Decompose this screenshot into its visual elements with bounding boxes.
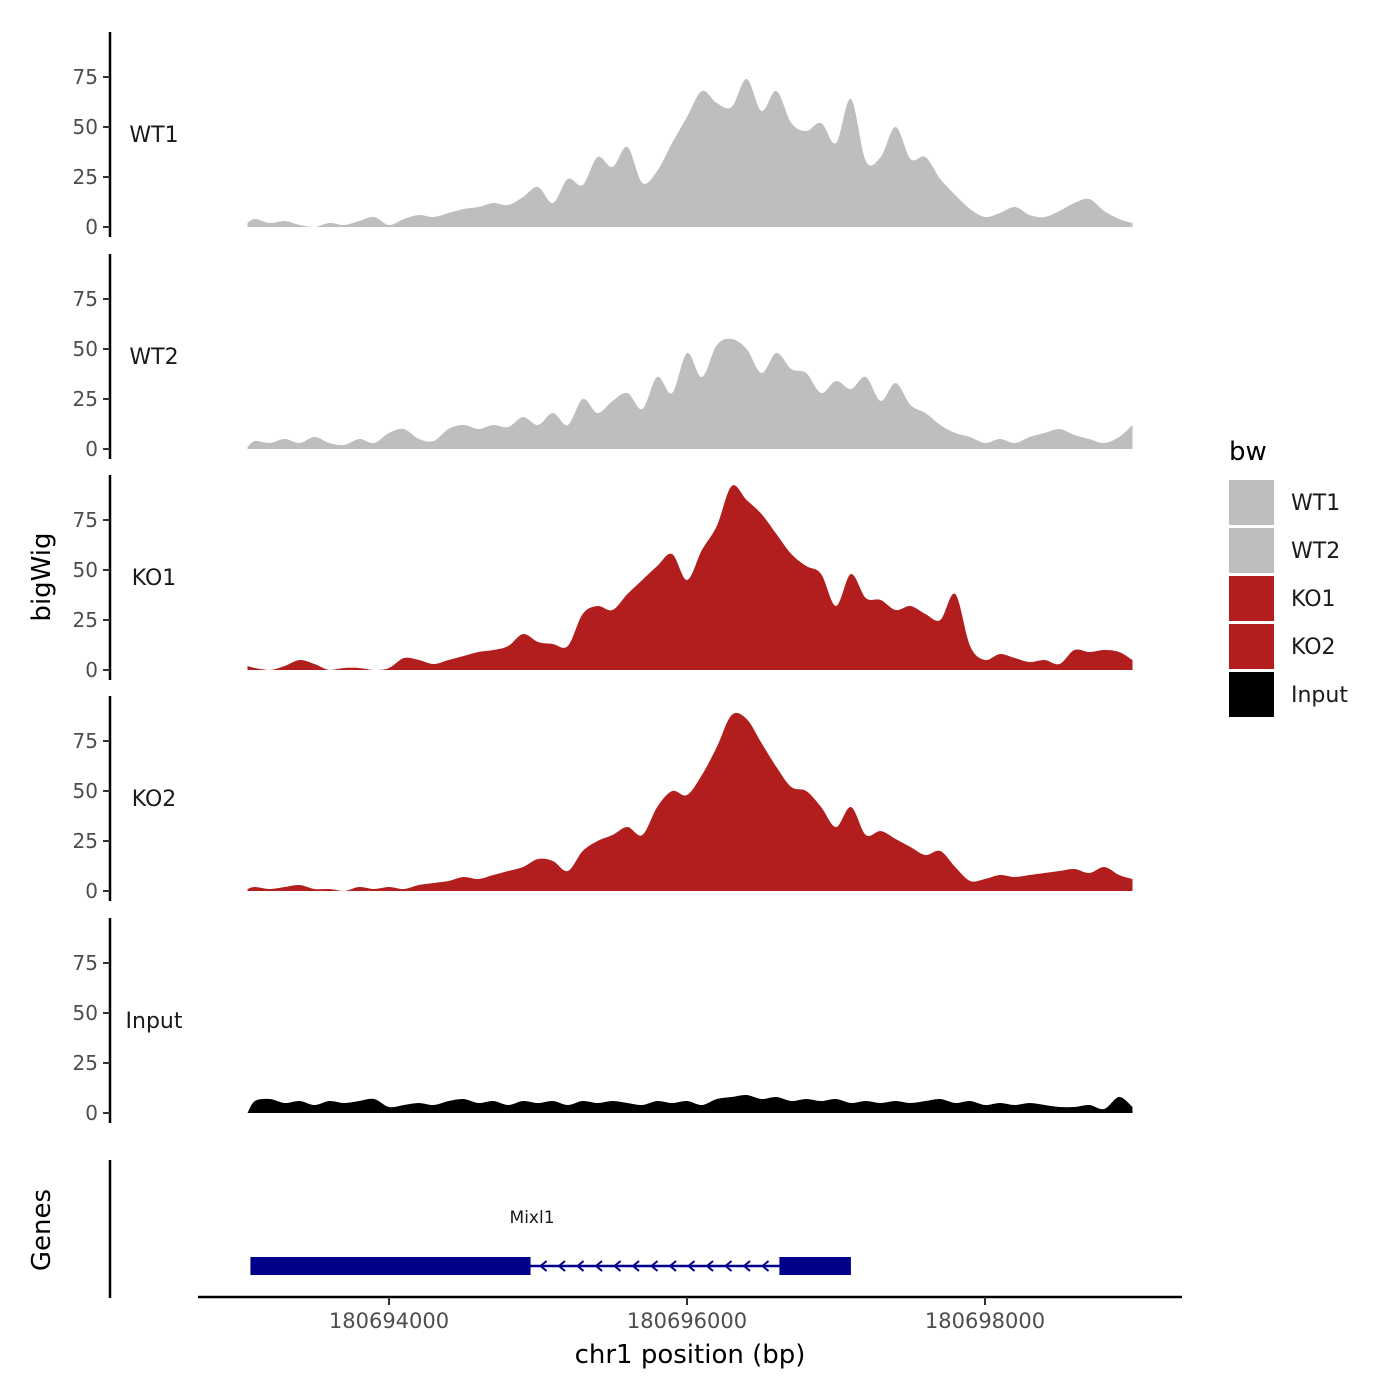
signal-area-ko1 xyxy=(247,485,1133,670)
legend-swatch-ko1 xyxy=(1229,576,1274,621)
legend-swatch-input xyxy=(1229,672,1274,717)
y-tick-label: 25 xyxy=(73,165,98,189)
track-label-ko1: KO1 xyxy=(132,566,177,591)
strand-arrow xyxy=(538,1260,548,1272)
signal-area-wt1 xyxy=(247,78,1133,227)
strand-arrow xyxy=(594,1260,603,1272)
gene-exon xyxy=(250,1257,531,1275)
legend-label-wt1: WT1 xyxy=(1291,491,1340,516)
x-axis-title: chr1 position (bp) xyxy=(575,1340,806,1370)
legend-label-input: Input xyxy=(1291,683,1348,708)
y-tick-label: 25 xyxy=(73,1051,98,1075)
strand-arrow xyxy=(557,1260,566,1272)
y-tick-label: 50 xyxy=(73,779,98,803)
x-tick-label: 180694000 xyxy=(329,1309,449,1333)
genes-panel: Mixl1 xyxy=(108,1160,851,1298)
track-label-wt1: WT1 xyxy=(129,123,178,148)
x-axis: 180694000 180696000 180698000 xyxy=(198,1295,1182,1333)
y-tick-label: 0 xyxy=(85,1101,98,1125)
y-tick-label: 0 xyxy=(85,879,98,903)
track-panel-wt1: 0 25 50 75 WT1 xyxy=(73,32,1133,239)
y-tick-label: 50 xyxy=(73,337,98,361)
y-tick-label: 0 xyxy=(85,215,98,239)
strand-arrow xyxy=(705,1260,714,1272)
track-panel-wt2: 0 25 50 75 WT2 xyxy=(73,254,1133,461)
strand-arrow xyxy=(742,1260,751,1272)
track-label-ko2: KO2 xyxy=(132,787,177,812)
signal-area-input xyxy=(247,1094,1133,1113)
strand-arrow xyxy=(723,1260,733,1272)
strand-arrow xyxy=(686,1260,696,1272)
legend-swatch-ko2 xyxy=(1229,624,1274,669)
y-tick-label: 50 xyxy=(73,558,98,582)
track-panel-input: 0 25 50 75 Input xyxy=(73,918,1133,1125)
y-tick-label: 75 xyxy=(73,287,98,311)
y-tick-label: 50 xyxy=(73,1001,98,1025)
y-tick-label: 75 xyxy=(73,951,98,975)
gene-label: Mixl1 xyxy=(510,1208,555,1228)
strand-arrow xyxy=(612,1260,622,1272)
y-tick-label: 25 xyxy=(73,608,98,632)
strand-arrow xyxy=(649,1260,659,1272)
strand-arrow xyxy=(631,1260,640,1272)
y-axis-title: bigWig xyxy=(27,532,57,621)
y-tick-label: 25 xyxy=(73,387,98,411)
legend-label-wt2: WT2 xyxy=(1291,539,1340,564)
legend-label-ko1: KO1 xyxy=(1291,587,1336,612)
x-tick-label: 180696000 xyxy=(627,1309,747,1333)
legend-label-ko2: KO2 xyxy=(1291,635,1336,660)
x-tick-label: 180698000 xyxy=(925,1309,1045,1333)
track-panel-ko1: 0 25 50 75 KO1 xyxy=(73,475,1133,682)
track-label-input: Input xyxy=(126,1009,183,1034)
strand-arrow xyxy=(575,1260,585,1272)
y-tick-label: 75 xyxy=(73,508,98,532)
track-label-wt2: WT2 xyxy=(129,345,178,370)
signal-area-ko2 xyxy=(247,712,1133,891)
legend: bw WT1 WT2 KO1 KO2 Input xyxy=(1229,437,1348,717)
legend-swatch-wt2 xyxy=(1229,528,1274,573)
legend-title: bw xyxy=(1229,437,1267,467)
track-panel-ko2: 0 25 50 75 KO2 xyxy=(73,696,1133,903)
legend-swatch-wt1 xyxy=(1229,480,1274,525)
strand-arrow xyxy=(668,1260,677,1272)
y-tick-label: 50 xyxy=(73,115,98,139)
gene-exon xyxy=(779,1257,851,1275)
y-tick-label: 0 xyxy=(85,437,98,461)
signal-area-wt2 xyxy=(247,338,1133,449)
strand-arrow xyxy=(760,1260,770,1272)
y-tick-label: 25 xyxy=(73,829,98,853)
track-panels: 0 25 50 75 WT1 0 25 50 75 WT2 0 25 50 75 KO1 0 25 50 75 KO2… xyxy=(73,32,1133,1125)
y-tick-label: 0 xyxy=(85,658,98,682)
genes-axis-title: Genes xyxy=(27,1189,57,1271)
y-tick-label: 75 xyxy=(73,729,98,753)
y-tick-label: 75 xyxy=(73,65,98,89)
